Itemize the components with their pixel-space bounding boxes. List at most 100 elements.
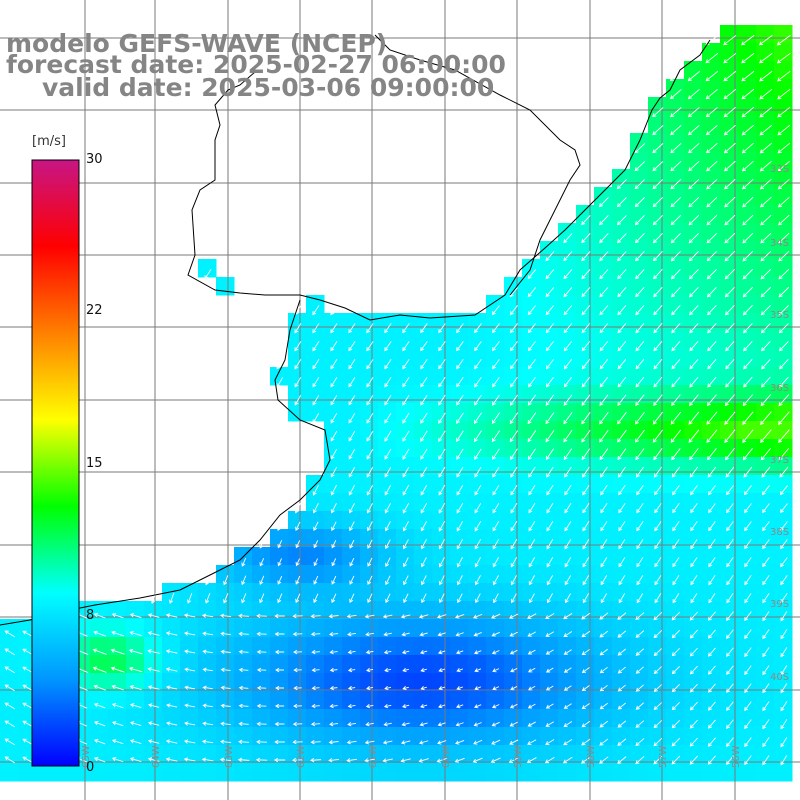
wind-arrow [475,593,481,604]
wind-arrow [436,614,447,619]
wind-arrow [778,214,790,226]
wind-arrow [365,632,374,637]
wind-speed-cell [666,79,685,98]
wind-speed-cell [756,655,775,674]
wind-speed-cell [594,349,613,368]
wind-speed-cell [486,565,505,584]
wind-speed-cell [144,709,163,728]
wind-arrow [599,720,609,728]
wind-arrow [312,359,320,370]
wind-arrow [313,558,319,567]
wind-speed-cell [450,367,469,386]
wind-arrow [491,739,501,745]
wind-arrow [652,411,663,425]
wind-speed-cell [558,745,577,764]
wind-arrow [238,613,250,619]
wind-speed-cell [288,403,307,422]
wind-speed-cell [306,493,325,512]
wind-arrow [438,575,445,586]
wind-speed-cell [630,295,649,314]
wind-speed-cell [756,331,775,350]
wind-arrow [147,649,160,654]
wind-arrow [581,323,591,334]
wind-arrow [652,107,664,118]
wind-arrow [743,358,753,370]
wind-speed-cell [558,691,577,710]
wind-arrow [402,539,409,550]
wind-arrow [492,394,500,406]
wind-arrow [402,685,409,691]
wind-speed-cell [468,601,487,620]
wind-speed-cell [306,511,325,530]
wind-speed-cell [720,709,739,728]
wind-arrow [256,667,267,673]
wind-speed-cell [720,475,739,494]
wind-speed-cell [666,475,685,494]
wind-speed-cell [630,475,649,494]
wind-arrow [420,394,428,406]
wind-speed-cell [540,565,559,584]
wind-arrow [400,758,411,763]
wind-speed-cell [90,637,109,656]
wind-arrow [671,666,680,675]
wind-arrow [527,359,536,370]
wind-speed-cell [396,547,415,566]
wind-speed-cell [738,637,757,656]
wind-arrow [491,412,500,425]
wind-arrow [564,593,571,604]
wind-speed-cell [774,691,793,710]
wind-speed-cell [594,493,613,512]
wind-speed-cell [216,277,235,296]
wind-arrow [367,557,373,567]
wind-arrow [654,557,662,568]
wind-arrow [364,740,375,745]
wind-speed-cell [666,493,685,512]
wind-arrow [778,286,790,298]
wind-arrow [348,466,356,478]
wind-arrow [420,430,428,442]
wind-speed-cell [594,583,613,602]
wind-speed-cell [666,295,685,314]
wind-arrow [780,647,788,658]
wind-arrow [635,466,644,478]
wind-speed-cell [378,691,397,710]
wind-arrow [741,34,755,46]
wind-speed-cell [756,691,775,710]
wind-speed-cell [720,349,739,368]
wind-arrow [527,649,536,655]
wind-speed-cell [756,421,775,440]
wind-speed-cell [594,295,613,314]
wind-arrow [274,703,285,709]
wind-arrow [419,650,428,655]
wind-speed-cell [342,349,361,368]
wind-speed-cell [594,259,613,278]
wind-speed-cell [774,745,793,764]
wind-arrow [707,466,717,478]
wind-speed-cell [234,637,253,656]
wind-arrow [743,466,753,478]
wind-arrow [759,160,772,172]
wind-arrow [581,305,591,316]
wind-speed-cell [720,511,739,530]
wind-arrow [421,593,427,604]
wind-arrow [527,631,536,637]
wind-arrow [636,485,644,496]
wind-arrow [220,667,231,672]
wind-arrow [438,466,446,478]
wind-speed-cell [270,673,289,692]
wind-speed-cell [198,619,217,638]
wind-speed-cell [342,619,361,638]
wind-arrow [653,323,663,334]
wind-arrow [707,611,716,621]
wind-speed-cell [702,475,721,494]
wind-arrow [510,686,518,691]
wind-arrow [671,376,681,388]
wind-speed-cell [756,115,775,134]
colorbar-tick-15: 15 [86,456,103,471]
lat-label: 35S [770,310,789,321]
wind-arrow [671,629,681,639]
wind-speed-cell [540,673,559,692]
wind-arrow [491,650,500,655]
wind-arrow [689,611,698,621]
wind-speed-cell [684,583,703,602]
